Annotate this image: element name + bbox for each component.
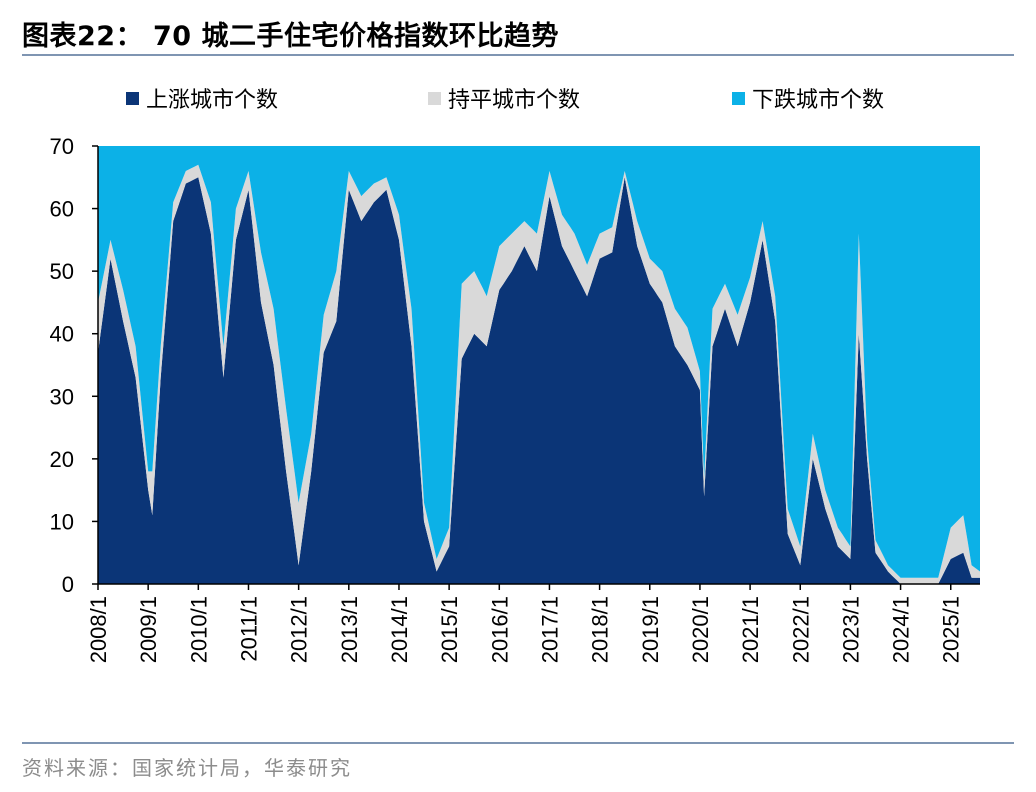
y-tick-label: 50 bbox=[50, 259, 74, 284]
y-tick-label: 40 bbox=[50, 322, 74, 347]
legend-item-flat: 持平城市个数 bbox=[428, 82, 580, 114]
x-tick-label: 2022/1 bbox=[788, 596, 813, 663]
figure-title: 图表22： 70 城二手住宅价格指数环比趋势 bbox=[22, 21, 559, 52]
x-tick-label: 2015/1 bbox=[437, 596, 462, 663]
title-rule bbox=[22, 54, 1014, 56]
x-tick-label: 2023/1 bbox=[838, 596, 863, 663]
y-tick-label: 30 bbox=[50, 384, 74, 409]
x-tick-label: 2024/1 bbox=[889, 596, 914, 663]
source-rule bbox=[22, 742, 1014, 744]
x-tick-label: 2017/1 bbox=[538, 596, 563, 663]
y-tick-label: 60 bbox=[50, 197, 74, 222]
legend-label-up: 上涨城市个数 bbox=[146, 88, 279, 113]
x-tick-label: 2008/1 bbox=[86, 596, 111, 663]
x-tick-label: 2014/1 bbox=[387, 596, 412, 663]
legend: 上涨城市个数 持平城市个数 下跌城市个数 bbox=[0, 82, 1036, 118]
legend-swatch-down bbox=[732, 91, 745, 105]
x-tick-label: 2013/1 bbox=[337, 596, 362, 663]
series-area-down bbox=[98, 146, 980, 578]
x-tick-label: 2020/1 bbox=[688, 596, 713, 663]
x-tick-label: 2019/1 bbox=[638, 596, 663, 663]
legend-swatch-up bbox=[126, 91, 139, 105]
legend-label-flat: 持平城市个数 bbox=[448, 88, 581, 113]
y-tick-label: 0 bbox=[62, 572, 74, 597]
x-tick-label: 2009/1 bbox=[136, 596, 161, 663]
y-tick-label: 10 bbox=[50, 509, 74, 534]
x-tick-label: 2011/1 bbox=[237, 596, 262, 662]
legend-item-up: 上涨城市个数 bbox=[126, 82, 278, 114]
x-tick-label: 2010/1 bbox=[186, 596, 211, 663]
series-area-up bbox=[98, 177, 980, 585]
x-tick-label: 2025/1 bbox=[939, 596, 964, 663]
x-tick-label: 2021/1 bbox=[738, 596, 763, 663]
legend-label-down: 下跌城市个数 bbox=[752, 88, 885, 113]
x-tick-label: 2018/1 bbox=[588, 596, 613, 663]
y-tick-label: 70 bbox=[50, 134, 74, 159]
x-tick-label: 2012/1 bbox=[287, 596, 312, 663]
legend-item-down: 下跌城市个数 bbox=[732, 82, 884, 114]
legend-swatch-flat bbox=[428, 91, 441, 105]
x-tick-label: 2016/1 bbox=[487, 596, 512, 663]
series-area-flat bbox=[98, 164, 980, 585]
y-tick-label: 20 bbox=[50, 447, 74, 472]
source-note: 资料来源：国家统计局，华泰研究 bbox=[22, 756, 352, 780]
